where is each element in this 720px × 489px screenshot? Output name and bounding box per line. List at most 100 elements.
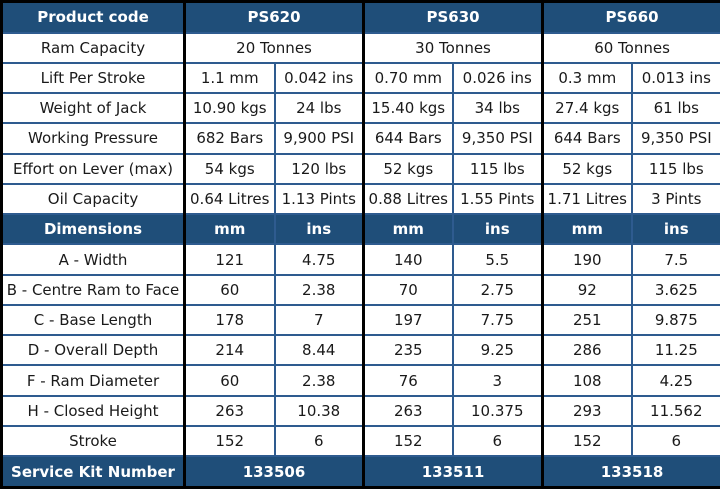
spec-value-cell: 1.1 mm bbox=[183, 61, 276, 95]
row-effort-on-lever: Effort on Lever (max) 54 kgs 120 lbs 52 … bbox=[0, 152, 720, 185]
spec-value-cell: 15.40 kgs bbox=[362, 92, 454, 125]
service-kit-label-cell: Service Kit Number bbox=[0, 455, 186, 489]
dimensions-header-row: Dimensions mm ins mm ins mm ins bbox=[0, 213, 720, 246]
corner-header-cell: Product code bbox=[0, 0, 186, 34]
row-overall-depth: D - Overall Depth 214 8.44 235 9.25 286 … bbox=[0, 334, 720, 367]
service-kit-number: 133506 bbox=[182, 455, 365, 489]
row-closed-height: H - Closed Height 263 10.38 263 10.375 2… bbox=[0, 394, 720, 427]
row-label: Effort on Lever (max) bbox=[0, 152, 186, 185]
dimension-value-cell: 108 bbox=[541, 364, 633, 397]
row-ram-capacity: Ram Capacity 20 Tonnes 30 Tonnes 60 Tonn… bbox=[0, 31, 720, 64]
spec-value-cell: 27.4 kgs bbox=[541, 92, 633, 125]
dimension-value-cell: 6 bbox=[630, 424, 720, 458]
row-label: Weight of Jack bbox=[0, 92, 186, 125]
dimension-value-cell: 60 bbox=[183, 364, 276, 397]
dimension-value-cell: 9.25 bbox=[451, 334, 544, 367]
dimension-value-cell: 7.75 bbox=[451, 303, 544, 337]
unit-header-cell: mm bbox=[362, 213, 454, 246]
row-base-length: C - Base Length 178 7 197 7.75 251 9.875 bbox=[0, 303, 720, 337]
dimensions-header-cell: Dimensions bbox=[0, 213, 186, 246]
dimension-value-cell: 8.44 bbox=[273, 334, 365, 367]
row-width: A - Width 121 4.75 140 5.5 190 7.5 bbox=[0, 243, 720, 276]
row-label: H - Closed Height bbox=[0, 394, 186, 427]
spec-value-cell: 24 lbs bbox=[273, 92, 365, 125]
dimension-value-cell: 2.75 bbox=[451, 273, 544, 306]
dimension-value-cell: 2.38 bbox=[273, 364, 365, 397]
row-stroke: Stroke 152 6 152 6 152 6 bbox=[0, 424, 720, 458]
dimension-value-cell: 214 bbox=[183, 334, 276, 367]
dimension-value-cell: 152 bbox=[362, 424, 454, 458]
dimension-value-cell: 7.5 bbox=[630, 243, 720, 276]
unit-header-cell: mm bbox=[183, 213, 276, 246]
spec-value-cell: 52 kgs bbox=[541, 152, 633, 185]
dimension-value-cell: 178 bbox=[183, 303, 276, 337]
dimension-value-cell: 197 bbox=[362, 303, 454, 337]
spec-value-cell: 1.55 Pints bbox=[451, 182, 544, 216]
dimension-value-cell: 6 bbox=[451, 424, 544, 458]
spec-value-cell: 34 lbs bbox=[451, 92, 544, 125]
spec-value-cell: 9,900 PSI bbox=[273, 122, 365, 155]
spec-value-cell: 115 lbs bbox=[451, 152, 544, 185]
ram-capacity-value: 30 Tonnes bbox=[362, 31, 544, 64]
row-working-pressure: Working Pressure 682 Bars 9,900 PSI 644 … bbox=[0, 122, 720, 155]
dimension-value-cell: 7 bbox=[273, 303, 365, 337]
row-label: Ram Capacity bbox=[0, 31, 186, 64]
dimension-value-cell: 140 bbox=[362, 243, 454, 276]
row-oil-capacity: Oil Capacity 0.64 Litres 1.13 Pints 0.88… bbox=[0, 182, 720, 216]
dimension-value-cell: 9.875 bbox=[630, 303, 720, 337]
spec-value-cell: 9,350 PSI bbox=[630, 122, 720, 155]
dimension-value-cell: 11.562 bbox=[630, 394, 720, 427]
dimension-value-cell: 235 bbox=[362, 334, 454, 367]
row-label: Working Pressure bbox=[0, 122, 186, 155]
spec-value-cell: 644 Bars bbox=[362, 122, 454, 155]
spec-value-cell: 0.3 mm bbox=[541, 61, 633, 95]
spec-value-cell: 0.042 ins bbox=[273, 61, 365, 95]
dimension-value-cell: 92 bbox=[541, 273, 633, 306]
spec-value-cell: 682 Bars bbox=[183, 122, 276, 155]
spec-value-cell: 1.13 Pints bbox=[273, 182, 365, 216]
dimension-value-cell: 76 bbox=[362, 364, 454, 397]
dimension-value-cell: 152 bbox=[541, 424, 633, 458]
dimension-value-cell: 10.375 bbox=[451, 394, 544, 427]
spec-value-cell: 644 Bars bbox=[541, 122, 633, 155]
spec-value-cell: 0.026 ins bbox=[451, 61, 544, 95]
dimension-value-cell: 11.25 bbox=[630, 334, 720, 367]
product-header-row: Product code PS620 PS630 PS660 bbox=[0, 0, 720, 34]
row-label: Lift Per Stroke bbox=[0, 61, 186, 95]
row-label: C - Base Length bbox=[0, 303, 186, 337]
spec-value-cell: 61 lbs bbox=[630, 92, 720, 125]
dimension-value-cell: 152 bbox=[183, 424, 276, 458]
dimension-value-cell: 286 bbox=[541, 334, 633, 367]
dimension-value-cell: 293 bbox=[541, 394, 633, 427]
unit-header-cell: mm bbox=[541, 213, 633, 246]
spec-value-cell: 0.64 Litres bbox=[183, 182, 276, 216]
dimension-value-cell: 251 bbox=[541, 303, 633, 337]
spec-value-cell: 0.70 mm bbox=[362, 61, 454, 95]
dimension-value-cell: 2.38 bbox=[273, 273, 365, 306]
dimension-value-cell: 10.38 bbox=[273, 394, 365, 427]
dimension-value-cell: 5.5 bbox=[451, 243, 544, 276]
spec-value-cell: 0.88 Litres bbox=[362, 182, 454, 216]
dimension-value-cell: 263 bbox=[362, 394, 454, 427]
row-lift-per-stroke: Lift Per Stroke 1.1 mm 0.042 ins 0.70 mm… bbox=[0, 61, 720, 95]
row-centre-ram-to-face: B - Centre Ram to Face 60 2.38 70 2.75 9… bbox=[0, 273, 720, 306]
row-label: D - Overall Depth bbox=[0, 334, 186, 367]
dimension-value-cell: 263 bbox=[183, 394, 276, 427]
spec-value-cell: 54 kgs bbox=[183, 152, 276, 185]
unit-header-cell: ins bbox=[630, 213, 720, 246]
row-weight-of-jack: Weight of Jack 10.90 kgs 24 lbs 15.40 kg… bbox=[0, 92, 720, 125]
spec-value-cell: 52 kgs bbox=[362, 152, 454, 185]
product-header-ps620: PS620 bbox=[182, 0, 365, 34]
dimension-value-cell: 4.75 bbox=[273, 243, 365, 276]
row-label: Stroke bbox=[0, 424, 186, 458]
dimension-value-cell: 60 bbox=[183, 273, 276, 306]
row-ram-diameter: F - Ram Diameter 60 2.38 76 3 108 4.25 bbox=[0, 364, 720, 397]
spec-value-cell: 9,350 PSI bbox=[451, 122, 544, 155]
spec-value-cell: 3 Pints bbox=[630, 182, 720, 216]
row-label: Oil Capacity bbox=[0, 182, 186, 216]
unit-header-cell: ins bbox=[273, 213, 365, 246]
dimension-value-cell: 4.25 bbox=[630, 364, 720, 397]
product-header-ps630: PS630 bbox=[362, 0, 544, 34]
dimension-value-cell: 3.625 bbox=[630, 273, 720, 306]
